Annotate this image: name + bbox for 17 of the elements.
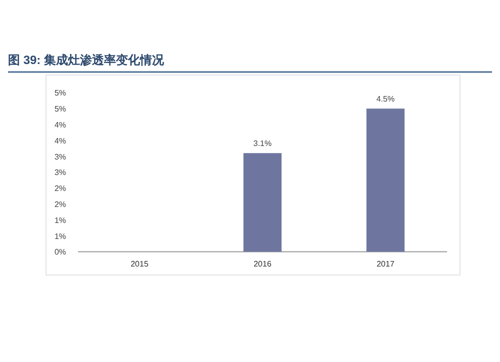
data-label: 3.1% [253, 139, 272, 148]
x-tick-label: 2016 [254, 260, 272, 269]
x-tick-label: 2015 [130, 260, 149, 269]
y-tick-label: 5% [54, 88, 66, 98]
data-label: 4.5% [376, 94, 395, 104]
y-tick-label: 5% [54, 104, 66, 114]
chart-title: 图 39: 集成灶渗透率变化情况 [8, 53, 166, 67]
y-tick-label: 2% [54, 200, 66, 209]
x-tick-label: 2017 [376, 260, 395, 269]
y-tick-label: 2% [54, 184, 66, 194]
y-tick-label: 1% [54, 216, 66, 225]
y-tick-label: 1% [54, 232, 66, 241]
y-tick-label: 4% [54, 120, 66, 130]
y-tick-label: 4% [54, 136, 66, 146]
y-tick-label: 3% [54, 168, 66, 178]
y-tick-label: 3% [54, 152, 66, 162]
y-tick-label: 0% [54, 248, 66, 257]
